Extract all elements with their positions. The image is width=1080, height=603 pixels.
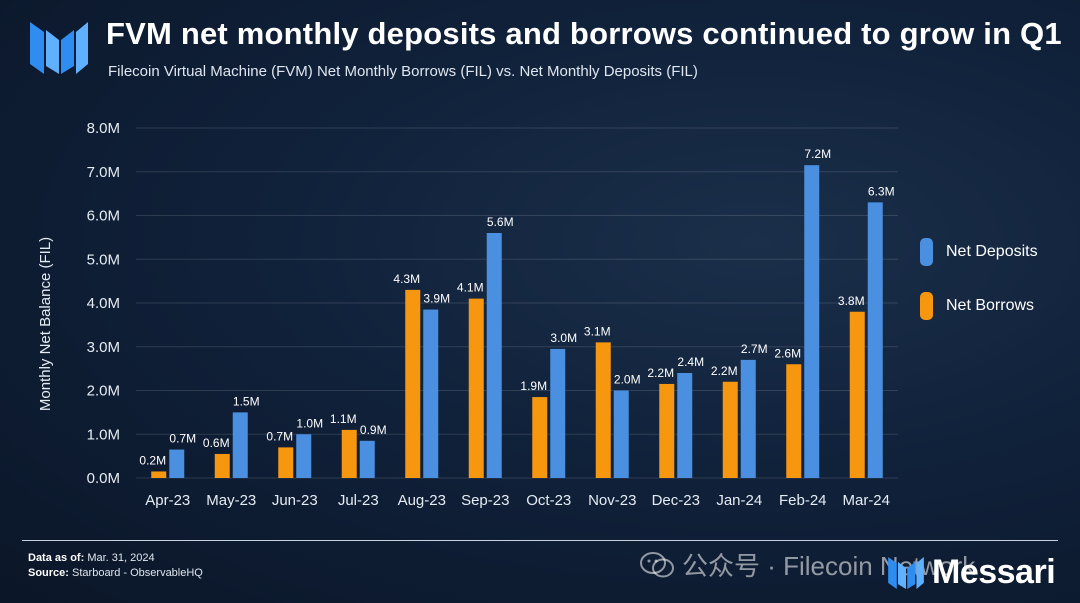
bar-net-deposits	[550, 348, 566, 478]
x-axis-ticks: Apr-23 May-23 Jun-23 Jul-23 Aug-23 Sep-23 Oct-…	[145, 492, 890, 509]
bar-net-deposits	[359, 440, 375, 478]
data-label-net-borrows: 3.1M	[584, 324, 611, 338]
y-tick-label: 7.0M	[87, 164, 120, 181]
grid-lines	[136, 127, 898, 479]
brand-name: Messari	[932, 553, 1056, 591]
data-label-net-borrows: 2.2M	[647, 366, 674, 380]
data-label-net-deposits: 6.3M	[868, 184, 895, 198]
data-label-net-deposits: 2.0M	[614, 373, 641, 387]
data-label-net-deposits: 7.2M	[804, 147, 831, 161]
source-label: Source:	[28, 567, 69, 579]
bar-net-deposits	[232, 412, 248, 478]
legend-label-borrows: Net Borrows	[946, 297, 1035, 314]
legend-item-deposits[interactable]: Net Deposits	[920, 238, 1038, 266]
y-tick-label: 1.0M	[87, 426, 120, 443]
data-label-net-deposits: 3.9M	[423, 292, 450, 306]
bar-net-borrows	[532, 397, 548, 478]
data-label-net-deposits: 3.0M	[550, 331, 577, 345]
legend-label-deposits: Net Deposits	[946, 243, 1038, 260]
bar-net-deposits	[486, 233, 502, 478]
bar-net-borrows	[214, 453, 230, 478]
data-label-net-borrows: 3.8M	[838, 294, 865, 308]
y-tick-label: 2.0M	[87, 383, 120, 400]
bar-net-borrows	[659, 383, 675, 478]
messari-brand-icon	[888, 556, 924, 589]
data-label-net-deposits: 2.4M	[677, 355, 704, 369]
data-label-net-borrows: 0.7M	[266, 429, 293, 443]
y-axis-label: Monthly Net Balance (FIL)	[37, 237, 54, 411]
data-label-net-borrows: 1.9M	[520, 379, 547, 393]
data-label-net-deposits: 1.0M	[296, 416, 323, 430]
x-tick-label: Feb-24	[779, 492, 827, 509]
bar-net-borrows	[151, 471, 167, 478]
bar-net-borrows	[786, 364, 802, 478]
bar-net-borrows	[278, 447, 294, 478]
x-tick-label: Nov-23	[588, 492, 636, 509]
wechat-icon	[640, 551, 674, 577]
data-label-net-deposits: 2.7M	[741, 342, 768, 356]
footer-data-as-of: Data as of: Mar. 31, 2024	[28, 552, 155, 564]
bar-net-deposits	[867, 202, 883, 478]
data-as-of-label: Data as of:	[28, 552, 85, 564]
data-label-net-borrows: 0.6M	[203, 436, 230, 450]
data-label-net-borrows: 4.1M	[457, 281, 484, 295]
x-tick-label: Oct-23	[526, 492, 571, 509]
legend-item-borrows[interactable]: Net Borrows	[920, 292, 1034, 320]
data-label-net-deposits: 1.5M	[233, 394, 260, 408]
data-label-net-deposits: 5.6M	[487, 215, 514, 229]
bars	[151, 165, 883, 478]
data-label-net-borrows: 2.6M	[774, 346, 801, 360]
x-tick-label: Jul-23	[338, 492, 379, 509]
legend-swatch-deposits	[920, 238, 933, 266]
x-tick-label: Aug-23	[398, 492, 446, 509]
x-tick-label: Mar-24	[842, 492, 890, 509]
legend-swatch-borrows	[920, 292, 933, 320]
x-tick-label: Jun-23	[272, 492, 318, 509]
data-as-of-value: Mar. 31, 2024	[87, 552, 155, 564]
y-axis-ticks: 0.0M 1.0M 2.0M 3.0M 4.0M 5.0M 6.0M 7.0M 8.0M	[87, 120, 120, 487]
chart-title: FVM net monthly deposits and borrows con…	[106, 16, 1062, 51]
bar-net-borrows	[595, 342, 611, 478]
bar-net-borrows	[722, 381, 738, 478]
y-tick-label: 6.0M	[87, 208, 120, 225]
y-tick-label: 4.0M	[87, 295, 120, 312]
bar-net-borrows	[849, 311, 865, 478]
data-labels: 0.2M0.7M 0.6M1.5M0.7M1.0M 1.1M0.9M4.3M3.9M…	[139, 147, 894, 467]
bar-net-deposits	[740, 359, 756, 478]
data-label-net-borrows: 2.2M	[711, 364, 738, 378]
messari-logo-icon	[30, 22, 88, 74]
data-label-net-borrows: 1.1M	[330, 412, 357, 426]
bar-net-borrows	[405, 289, 421, 478]
bar-net-deposits	[613, 390, 629, 478]
bar-net-borrows	[468, 298, 484, 478]
x-tick-label: May-23	[206, 492, 256, 509]
chart-subtitle: Filecoin Virtual Machine (FVM) Net Month…	[108, 63, 698, 80]
y-tick-label: 8.0M	[87, 120, 120, 137]
y-tick-label: 5.0M	[87, 251, 120, 268]
footer-divider	[22, 540, 1058, 541]
data-label-net-deposits: 0.7M	[169, 432, 196, 446]
x-tick-label: Sep-23	[461, 492, 509, 509]
watermark-text: 公众号 · Filecoin Network	[682, 551, 976, 581]
bar-net-deposits	[804, 165, 820, 478]
y-tick-label: 0.0M	[87, 470, 120, 487]
messari-brand: Messari	[888, 553, 1056, 592]
bar-net-deposits	[423, 309, 439, 478]
y-tick-label: 3.0M	[87, 339, 120, 356]
bar-net-borrows	[341, 429, 357, 478]
wechat-watermark: 公众号 · Filecoin Network	[640, 546, 975, 583]
x-tick-label: Dec-23	[652, 492, 700, 509]
data-label-net-borrows: 0.2M	[139, 453, 166, 467]
x-tick-label: Jan-24	[716, 492, 762, 509]
data-label-net-borrows: 4.3M	[393, 272, 420, 286]
bar-net-deposits	[169, 449, 185, 478]
source-value: Starboard - ObservableHQ	[72, 567, 203, 579]
x-tick-label: Apr-23	[145, 492, 190, 509]
bar-net-deposits	[677, 373, 693, 478]
data-label-net-deposits: 0.9M	[360, 423, 387, 437]
bar-net-deposits	[296, 434, 312, 478]
footer-source: Source: Starboard - ObservableHQ	[28, 567, 203, 579]
